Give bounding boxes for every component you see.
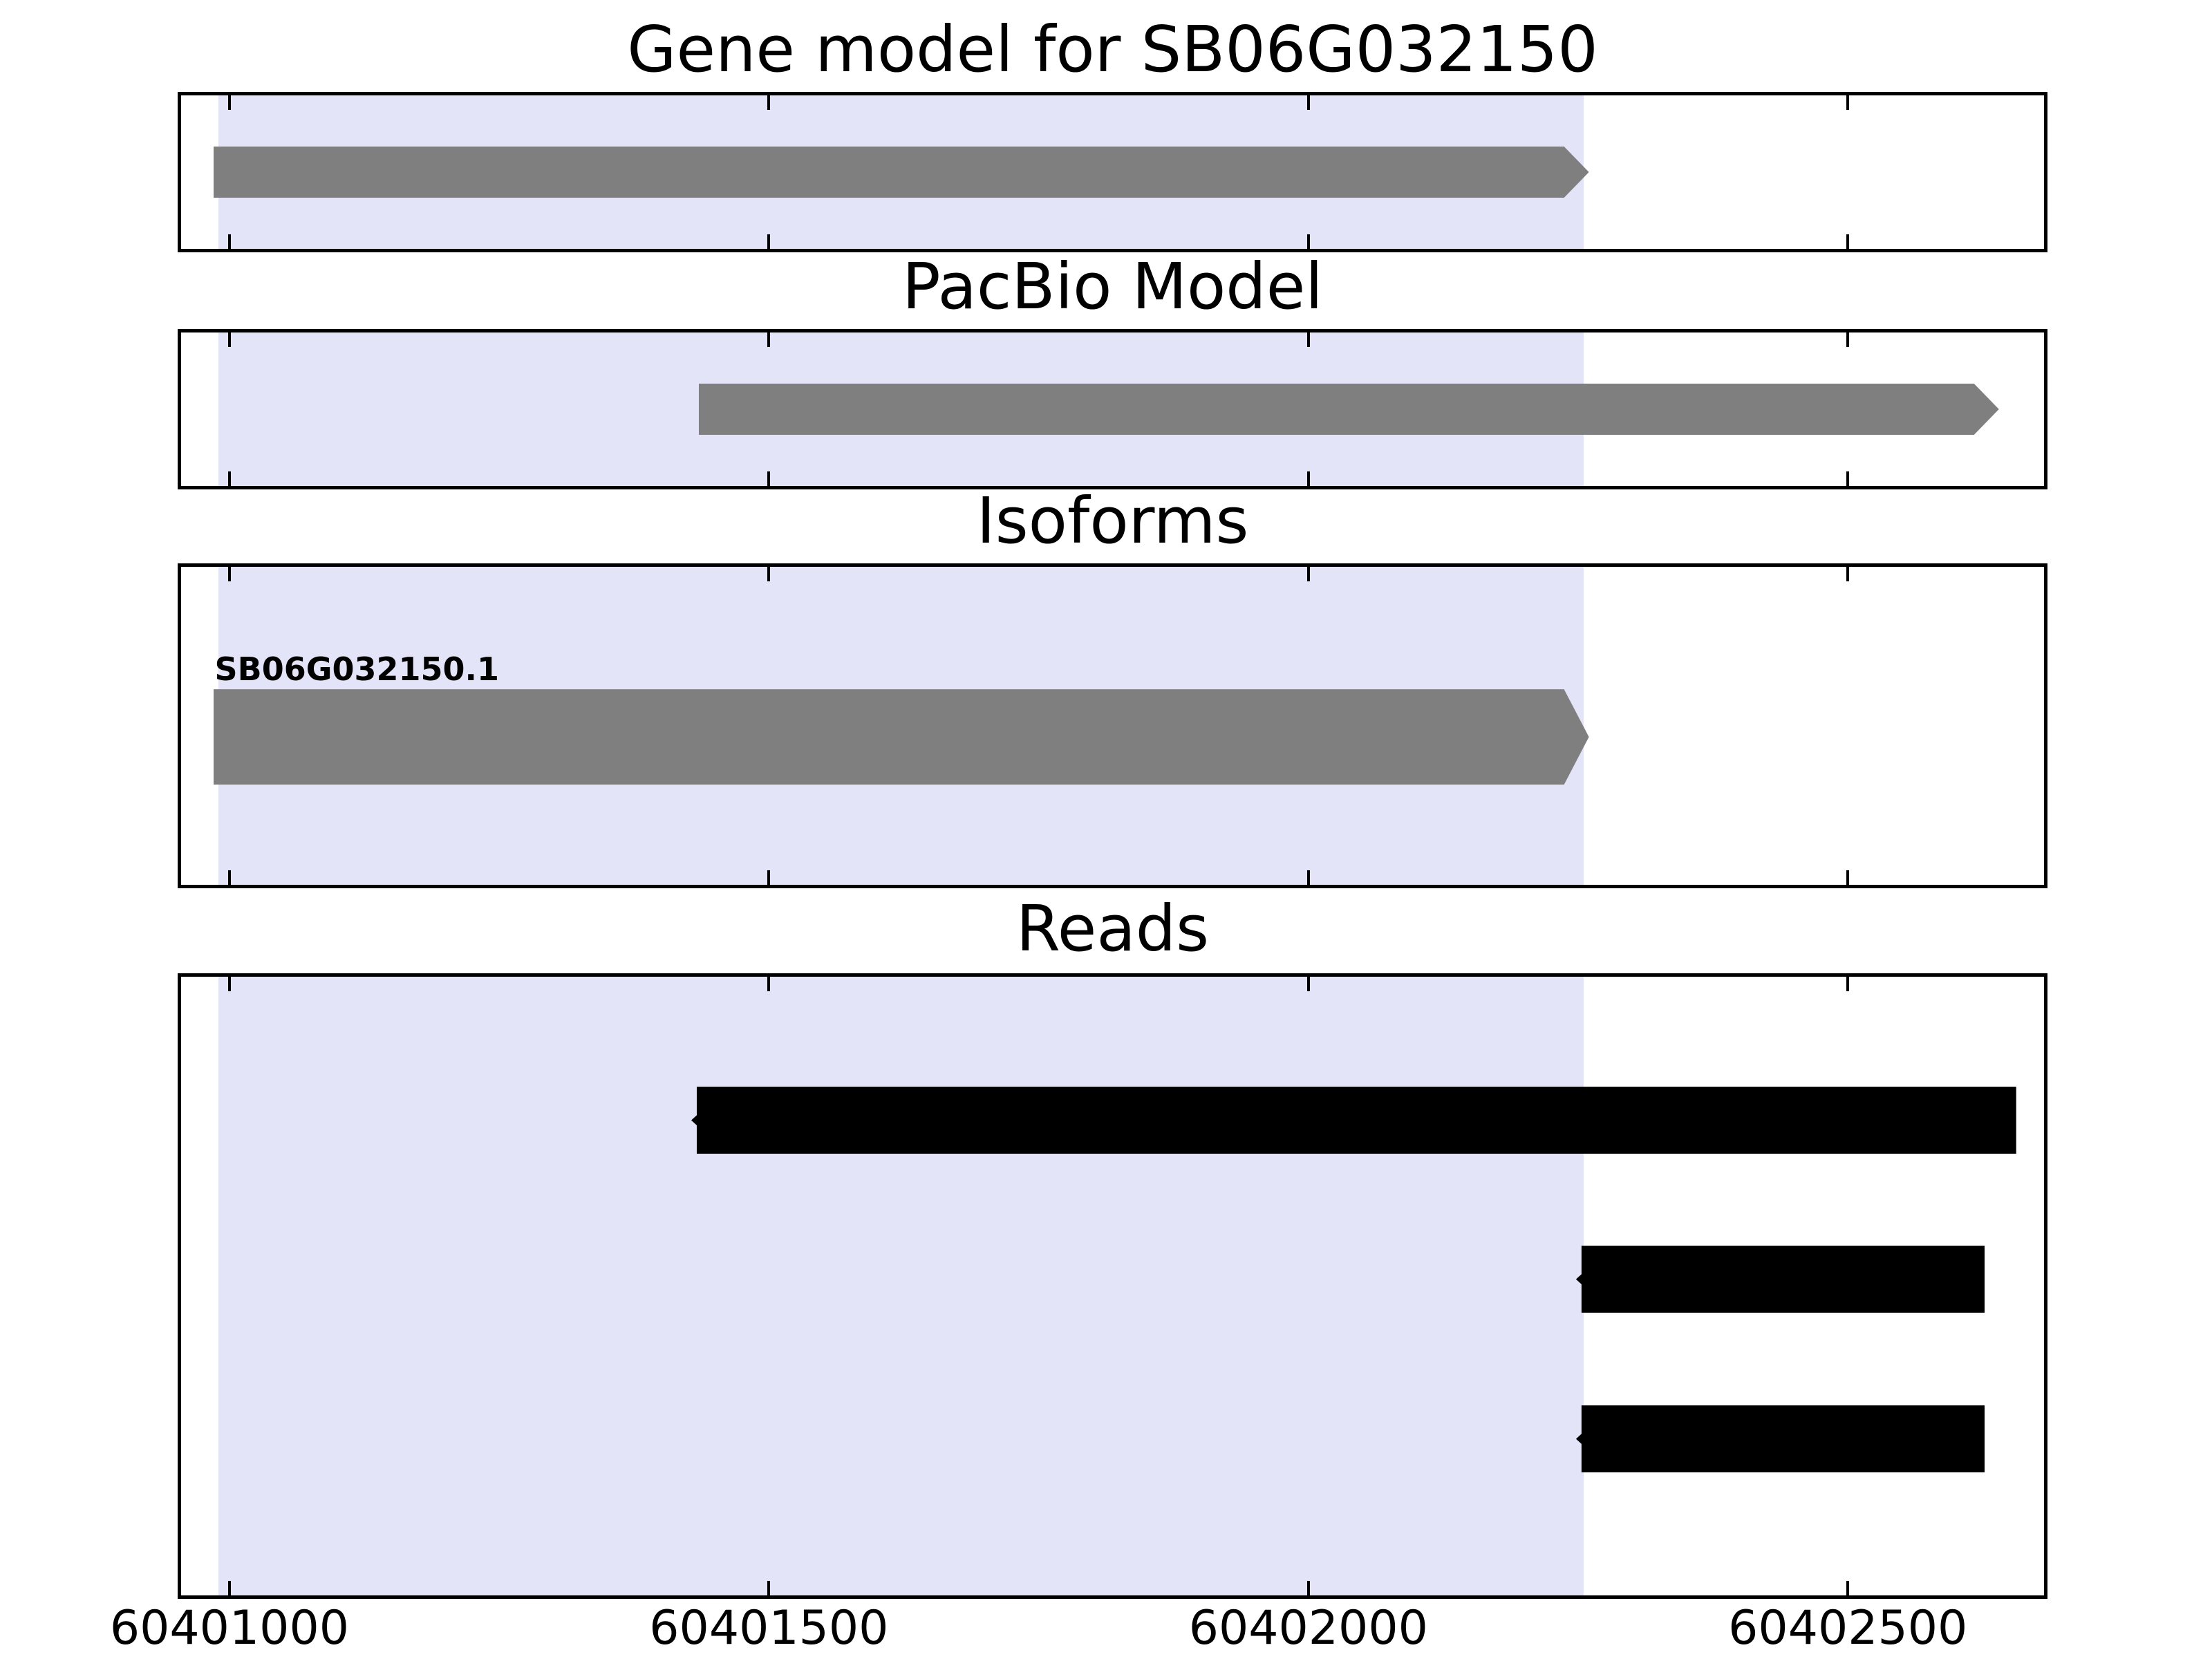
- x-tickmark: [767, 332, 771, 347]
- x-tickmark: [1306, 977, 1310, 991]
- x-tickmark: [1846, 870, 1850, 885]
- x-tickmark: [767, 870, 771, 885]
- panel-pacbio-model: [178, 329, 2047, 489]
- x-tickmark: [1306, 95, 1310, 110]
- x-tickmark: [1846, 234, 1850, 249]
- panel-title-pacbio-model: PacBio Model: [902, 250, 1323, 324]
- read-bar: [1575, 1405, 1985, 1473]
- x-tickmark: [1846, 1581, 1850, 1595]
- x-tick-label: 60401500: [649, 1601, 889, 1656]
- x-tickmark: [767, 234, 771, 249]
- x-tickmark: [227, 977, 231, 991]
- x-tickmark: [227, 95, 231, 110]
- x-tickmark: [1306, 234, 1310, 249]
- panel-title-isoforms: Isoforms: [976, 484, 1249, 558]
- gene-model-feature-bar: [213, 147, 1589, 198]
- x-tickmark: [227, 332, 231, 347]
- panel-reads: [178, 973, 2047, 1599]
- pacbio-model-feature-bar: [698, 384, 1999, 435]
- x-tickmark: [767, 471, 771, 486]
- x-tick-label: 60402500: [1728, 1601, 1968, 1656]
- x-tickmark: [1846, 471, 1850, 486]
- x-tickmark: [1846, 95, 1850, 110]
- x-tick-label: 60402000: [1188, 1601, 1428, 1656]
- isoforms-feature-bar: [213, 689, 1589, 785]
- gene-region-highlight: [218, 977, 1584, 1595]
- x-tickmark: [227, 1581, 231, 1595]
- x-tickmark: [1306, 1581, 1310, 1595]
- x-tickmark: [767, 977, 771, 991]
- panel-gene-model: [178, 92, 2047, 252]
- x-tickmark: [1846, 332, 1850, 347]
- x-tickmark: [227, 567, 231, 581]
- x-tickmark: [1846, 567, 1850, 581]
- x-tickmark: [1846, 977, 1850, 991]
- x-tickmark: [227, 234, 231, 249]
- panel-title-reads: Reads: [1015, 892, 1210, 966]
- panel-isoforms: SB06G032150.1: [178, 563, 2047, 888]
- panel-title-gene-model: Gene model for SB06G032150: [627, 12, 1598, 86]
- read-bar: [1575, 1246, 1985, 1313]
- x-tickmark: [1306, 870, 1310, 885]
- isoform-label: SB06G032150.1: [214, 650, 499, 688]
- read-bar: [691, 1087, 2016, 1154]
- x-tickmark: [767, 567, 771, 581]
- x-tickmark: [1306, 567, 1310, 581]
- x-tickmark: [767, 95, 771, 110]
- x-tickmark: [1306, 332, 1310, 347]
- x-tick-label: 60401000: [109, 1601, 349, 1656]
- x-tickmark: [227, 870, 231, 885]
- x-tickmark: [767, 1581, 771, 1595]
- x-tickmark: [227, 471, 231, 486]
- x-tickmark: [1306, 471, 1310, 486]
